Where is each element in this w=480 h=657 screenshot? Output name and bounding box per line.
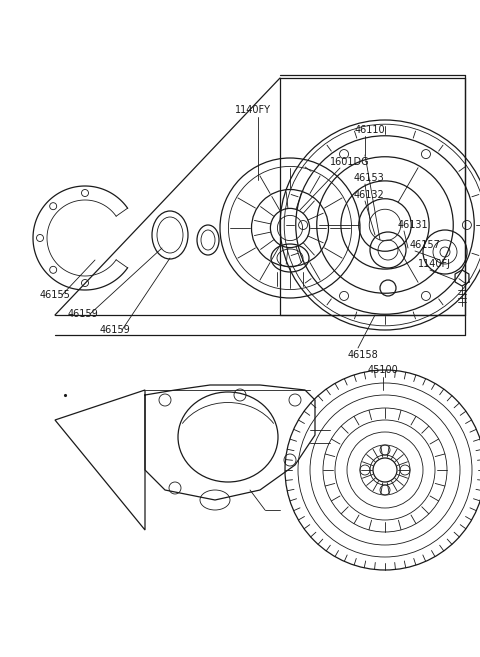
Text: 46132: 46132 [354, 190, 385, 200]
Text: 1140FJ: 1140FJ [418, 259, 451, 269]
Text: 46157: 46157 [410, 240, 441, 250]
Text: 1601DG: 1601DG [330, 157, 370, 167]
Text: 45100: 45100 [368, 365, 399, 375]
Text: 46155: 46155 [40, 290, 71, 300]
Text: 46158: 46158 [348, 350, 379, 360]
Text: 46110: 46110 [355, 125, 385, 135]
Text: 46159: 46159 [68, 309, 99, 319]
Text: 46131: 46131 [398, 220, 429, 230]
Text: 1140FY: 1140FY [235, 105, 271, 115]
Text: 46153: 46153 [354, 173, 385, 183]
Text: 46159: 46159 [100, 325, 131, 335]
